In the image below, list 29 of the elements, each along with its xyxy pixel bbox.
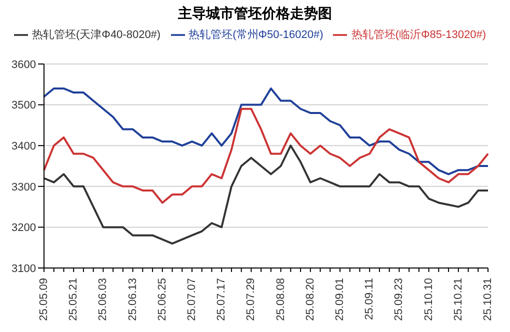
legend-label: 热轧管坯(临沂Φ85-13020#) xyxy=(351,29,486,41)
legend-label: 热轧管坯(天津Φ40-8020#) xyxy=(32,29,161,41)
x-tick-label: 25.10.10 xyxy=(422,278,435,321)
y-tick-label: 3300 xyxy=(12,181,36,194)
x-tick-label: 25.05.21 xyxy=(68,278,80,321)
x-tick-label: 25.09.11 xyxy=(364,278,376,320)
x-tick-label: 25.06.03 xyxy=(97,278,110,321)
x-tick-label: 25.09.01 xyxy=(334,278,346,321)
x-tick-label: 25.08.20 xyxy=(304,278,316,321)
x-tick-label: 25.10.21 xyxy=(452,278,464,321)
y-tick-label: 3200 xyxy=(12,222,36,234)
x-tick-label: 25.05.09 xyxy=(38,278,50,321)
y-tick-label: 3500 xyxy=(12,100,36,112)
x-tick-label: 25.09.23 xyxy=(393,278,406,321)
x-tick-label: 25.06.25 xyxy=(156,278,168,321)
x-tick-label: 25.07.29 xyxy=(245,278,258,321)
x-tick-label: 25.08.08 xyxy=(274,278,287,321)
line-series xyxy=(43,144,489,245)
x-tick-label: 25.10.31 xyxy=(482,278,494,321)
x-tick-label: 25.07.17 xyxy=(216,278,228,321)
x-tick-label: 25.07.07 xyxy=(186,278,198,321)
x-tick-label: 25.06.13 xyxy=(126,278,139,321)
chart-title: 主导城市管坯价格走势图 xyxy=(177,4,333,23)
y-tick-label: 3600 xyxy=(12,58,36,71)
line-series xyxy=(43,87,489,176)
y-tick-label: 3100 xyxy=(12,262,36,275)
y-tick-label: 3400 xyxy=(12,140,36,153)
line-series xyxy=(43,108,489,204)
legend-label: 热轧管坯(常州Φ50-16020#) xyxy=(188,29,324,41)
